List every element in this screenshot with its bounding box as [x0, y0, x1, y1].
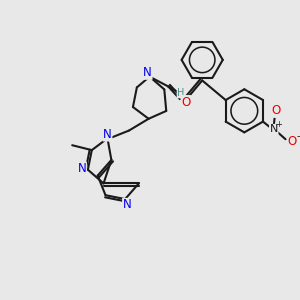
- Text: N: N: [103, 128, 112, 141]
- Text: O: O: [288, 135, 297, 148]
- Text: +: +: [275, 120, 282, 129]
- Text: N: N: [78, 162, 86, 175]
- Text: N: N: [123, 199, 131, 212]
- Text: H: H: [177, 88, 184, 98]
- Text: N: N: [270, 124, 278, 134]
- Text: O: O: [181, 96, 190, 109]
- Text: O: O: [271, 104, 280, 117]
- Text: N: N: [143, 66, 152, 79]
- Text: -: -: [296, 131, 300, 141]
